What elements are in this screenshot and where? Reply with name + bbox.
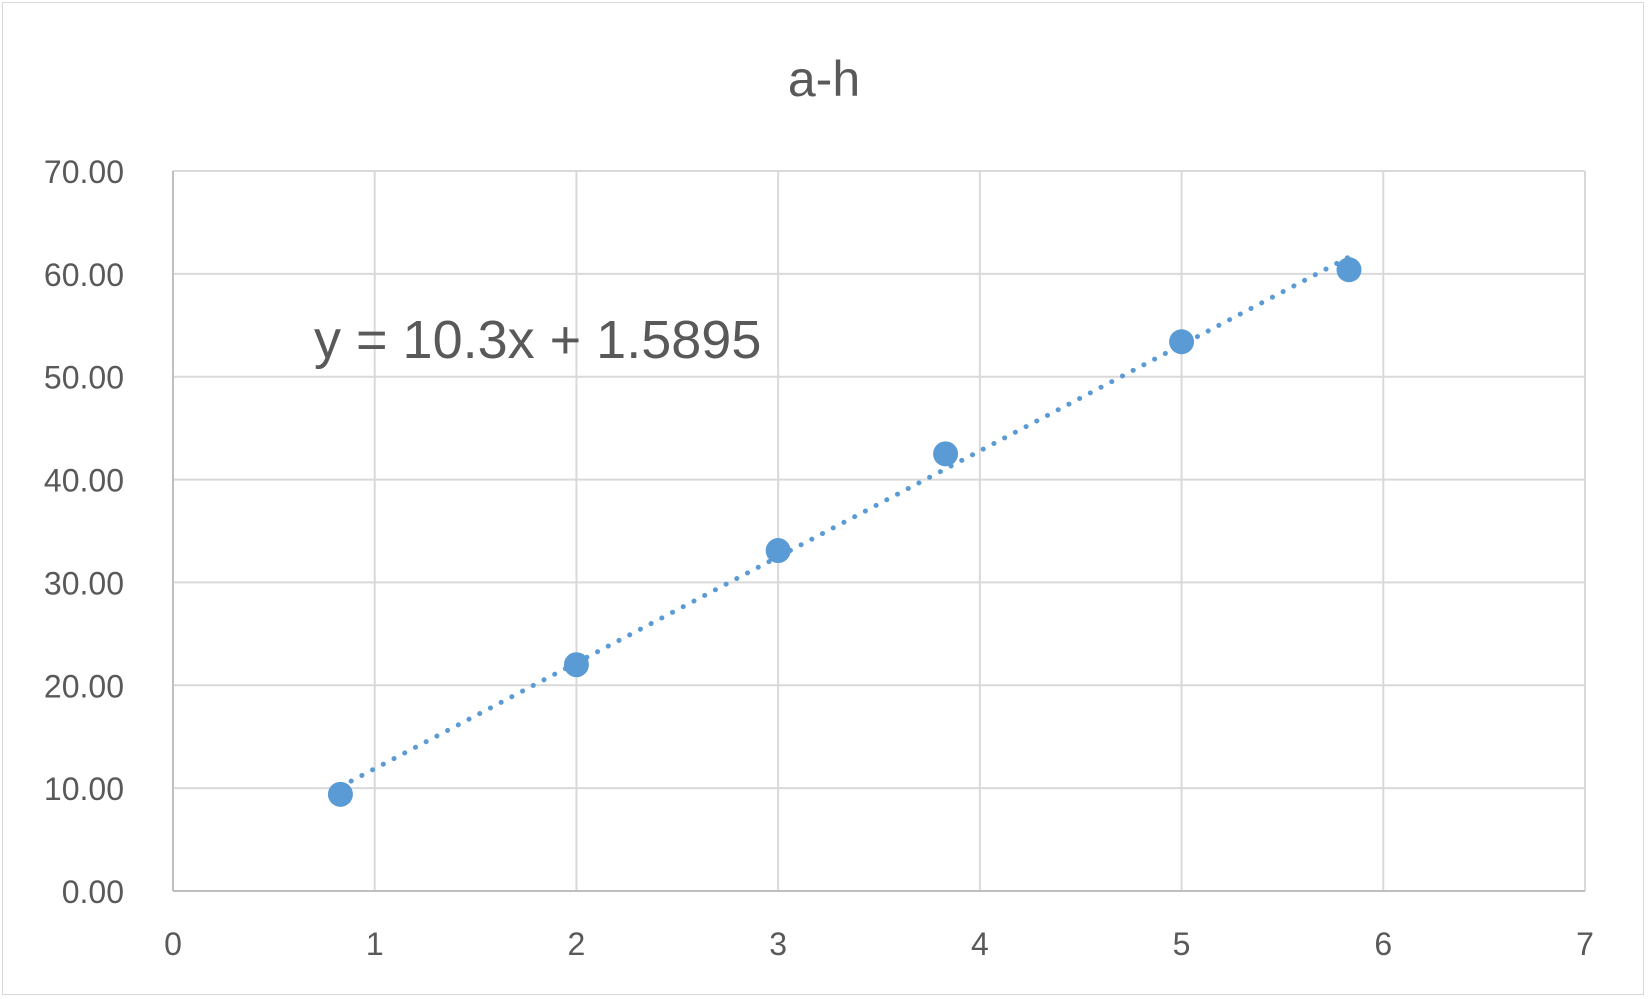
data-point	[933, 441, 959, 467]
y-tick-label: 0.00	[62, 874, 124, 910]
y-tick-label: 10.00	[44, 771, 124, 807]
trendline	[337, 254, 1352, 790]
y-tick-label: 60.00	[44, 257, 124, 293]
data-point	[327, 781, 353, 807]
x-tick-label: 2	[568, 926, 586, 962]
data-point	[563, 652, 589, 678]
gridlines	[173, 170, 1586, 891]
x-tick-label: 6	[1374, 926, 1392, 962]
x-tick-label: 3	[769, 926, 787, 962]
x-tick-label: 0	[164, 926, 182, 962]
axes	[172, 171, 1585, 892]
y-tick-label: 40.00	[44, 463, 124, 499]
x-tick-label: 7	[1576, 926, 1594, 962]
data-point	[1336, 257, 1362, 283]
data-point	[1169, 329, 1195, 355]
data-points	[327, 257, 1362, 807]
trendline-group	[337, 254, 1352, 790]
y-tick-label: 50.00	[44, 360, 124, 396]
chart-title: a-h	[788, 51, 860, 107]
x-tick-label: 1	[366, 926, 384, 962]
tick-labels: 0.00 10.00 20.00 30.00 40.00 50.00 60.00 70.00 0…	[44, 154, 1594, 962]
y-tick-label: 70.00	[44, 154, 124, 190]
x-tick-label: 4	[971, 926, 989, 962]
x-tick-label: 5	[1173, 926, 1191, 962]
trendline-equation: y = 10.3x + 1.5895	[314, 310, 761, 370]
y-tick-label: 20.00	[44, 668, 124, 704]
y-tick-label: 30.00	[44, 565, 124, 601]
data-point	[765, 538, 791, 564]
